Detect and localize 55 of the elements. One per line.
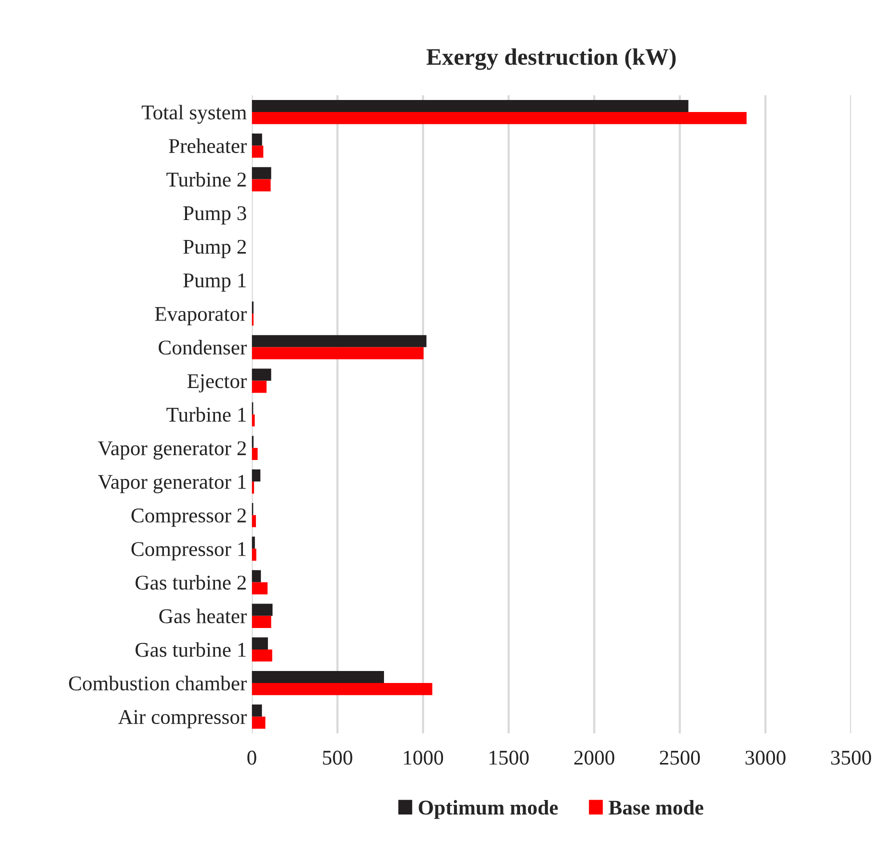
bar — [252, 548, 256, 561]
bar — [252, 100, 688, 112]
bar — [252, 616, 272, 628]
y-tick-label: Combustion chamber — [69, 676, 247, 690]
bar — [252, 347, 424, 360]
bar — [252, 582, 268, 594]
y-tick-label: Compressor 1 — [132, 542, 246, 560]
x-tick-label: 2000 — [574, 750, 614, 765]
bar — [252, 167, 272, 180]
x-tick-label: 2500 — [660, 750, 700, 765]
y-tick-label: Gas turbine 2 — [136, 575, 246, 590]
bar — [252, 146, 264, 158]
bar — [252, 683, 432, 696]
y-tick-label: Vapor generator 1 — [98, 474, 246, 494]
bar — [252, 448, 258, 460]
y-tick-label: Compressor 2 — [132, 508, 246, 527]
bar — [252, 670, 384, 684]
y-tick-label: Pump 2 — [183, 240, 246, 258]
y-tick-label: Ejector — [187, 374, 247, 392]
bar — [252, 380, 267, 393]
bar — [252, 649, 272, 662]
x-tick-label: 3500 — [831, 750, 872, 765]
bar — [252, 716, 266, 729]
y-tick-label: Turbine 2 — [166, 172, 246, 187]
chart-title: Exergy destruction (kW) — [426, 48, 676, 70]
y-tick-label: Total system — [142, 104, 247, 124]
bar — [252, 536, 255, 549]
y-tick-label: Gas heater — [159, 608, 247, 624]
bar — [252, 704, 262, 717]
bar — [252, 368, 272, 381]
y-tick-label: Evaporator — [155, 307, 247, 326]
x-tick-label: 3000 — [746, 750, 786, 765]
y-tick-label: Pump 3 — [183, 206, 246, 224]
bar — [252, 112, 747, 124]
x-tick-label: 1500 — [490, 750, 529, 765]
x-tick-label: 1000 — [404, 750, 444, 765]
legend-label: Optimum mode — [418, 800, 558, 819]
bar — [252, 570, 261, 582]
bar — [252, 515, 256, 528]
y-tick-label: Vapor generator 2 — [98, 441, 246, 460]
y-tick-label: Preheater — [168, 138, 247, 154]
x-tick-label: 0 — [247, 750, 256, 765]
x-tick-label: 500 — [323, 750, 352, 765]
y-tick-label: Pump 1 — [183, 273, 246, 292]
y-tick-label: Turbine 1 — [166, 407, 246, 422]
y-tick-label: Condenser — [158, 340, 247, 355]
bar — [252, 637, 268, 650]
bar — [252, 469, 260, 482]
bar — [252, 134, 262, 146]
legend-label: Base mode — [608, 800, 704, 815]
bar — [252, 604, 273, 616]
y-tick-label: Gas turbine 1 — [136, 642, 246, 657]
bar — [252, 335, 426, 348]
bar — [252, 179, 271, 192]
y-tick-label: Air compressor — [118, 710, 247, 728]
